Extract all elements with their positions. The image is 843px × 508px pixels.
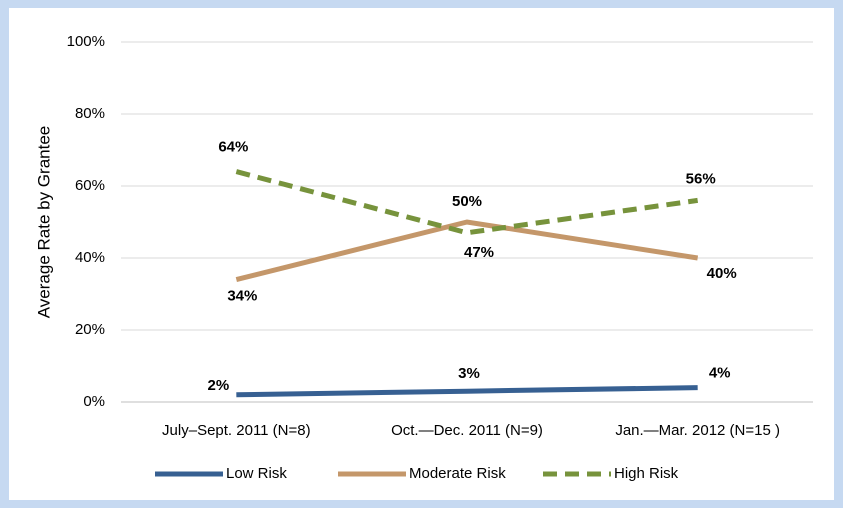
- data-label: 50%: [452, 193, 482, 210]
- legend-label: High Risk: [614, 465, 679, 482]
- data-label: 4%: [709, 365, 731, 382]
- x-tick-label: Oct.—Dec. 2011 (N=9): [391, 422, 543, 439]
- y-tick-label: 40%: [75, 249, 105, 266]
- data-label: 40%: [707, 265, 737, 282]
- y-tick-label: 80%: [75, 105, 105, 122]
- line-series: [236, 385, 698, 398]
- legend-label: Low Risk: [226, 465, 287, 482]
- data-label: 56%: [686, 170, 716, 187]
- line-series: [235, 169, 699, 236]
- data-label: 3%: [458, 365, 480, 382]
- y-axis-title: Average Rate by Grantee: [34, 126, 53, 318]
- data-label: 47%: [464, 244, 494, 261]
- y-tick-label: 100%: [67, 33, 105, 50]
- x-tick-label: July–Sept. 2011 (N=8): [162, 422, 311, 439]
- x-tick-label: Jan.—Mar. 2012 (N=15 ): [615, 422, 780, 439]
- legend-label: Moderate Risk: [409, 465, 506, 482]
- y-tick-label: 60%: [75, 177, 105, 194]
- data-label: 2%: [207, 377, 229, 394]
- data-label: 34%: [227, 288, 257, 305]
- data-label: 64%: [218, 139, 248, 156]
- line-series: [235, 219, 699, 283]
- y-tick-label: 20%: [75, 321, 105, 338]
- y-tick-label: 0%: [83, 393, 105, 410]
- chart-background: [9, 8, 834, 500]
